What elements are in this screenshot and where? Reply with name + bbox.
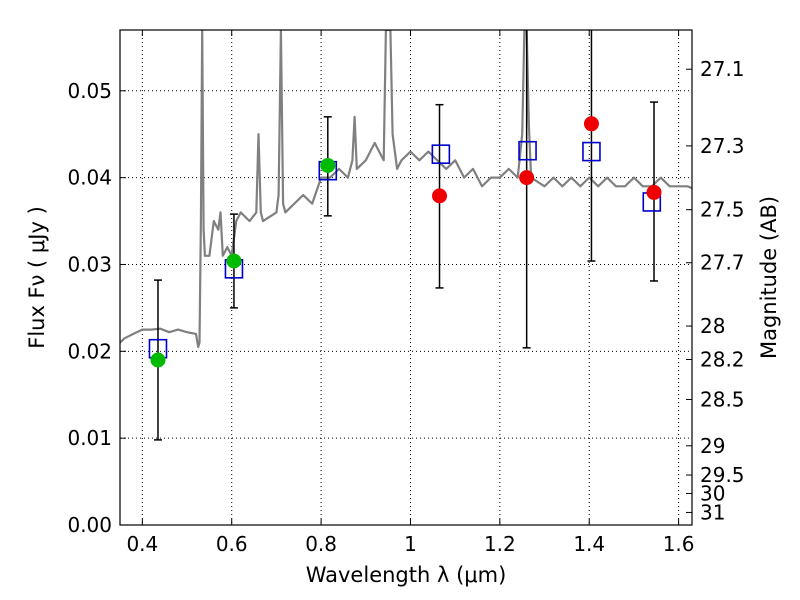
model-square-marker: [431, 144, 451, 164]
observed-circle-marker: [150, 352, 166, 368]
observed-circle-markers: [150, 116, 662, 368]
grid-lines: [120, 30, 692, 525]
x-tick-label: 1.6: [663, 532, 695, 556]
right-tick-label: 29.5: [700, 463, 745, 487]
model-square-marker: [518, 140, 537, 161]
observed-circle-marker: [226, 253, 242, 269]
y-tick-label: 0.01: [67, 426, 112, 450]
x-tick-label: 0.6: [216, 532, 248, 556]
right-axis-label: Magnitude (AB): [757, 196, 781, 359]
right-tick-label: 27.7: [700, 251, 745, 275]
right-tick-label: 31: [700, 500, 725, 524]
observed-circle-marker: [519, 170, 535, 186]
observed-circle-marker: [583, 116, 599, 132]
observed-circle-marker: [320, 157, 336, 173]
right-tick-label: 28: [700, 314, 725, 338]
right-tick-label: 29: [700, 434, 725, 458]
right-tick-label: 28.2: [700, 348, 745, 372]
plot-frame: [119, 29, 693, 526]
x-tick-label: 1.2: [484, 532, 516, 556]
right-tick-label: 27.1: [700, 57, 745, 81]
right-tick-label: 28.5: [700, 387, 745, 411]
observed-circle-marker: [646, 184, 662, 200]
x-tick-label: 0.8: [305, 532, 337, 556]
y-tick-label: 0.03: [67, 252, 112, 276]
right-tick-label: 30: [700, 481, 725, 505]
y-axis-label: Flux Fν ( μJy ): [25, 206, 49, 349]
model-square-marker: [582, 141, 601, 162]
y-tick-label: 0.02: [67, 339, 112, 363]
right-tick-label: 27.3: [700, 134, 745, 158]
x-tick-label: 1: [404, 532, 417, 556]
spectrum-line-group: [120, 30, 692, 349]
axis-ticks: 0.4 0.6 0.8 1 1.2 1.4 1.6 0.00 0.01 0.02 0.03 0.04 0…: [67, 30, 745, 556]
spectrum-line: [120, 30, 692, 349]
errorbar-group: [153, 30, 659, 441]
y-tick-label: 0.05: [67, 79, 112, 103]
y-tick-label: 0.00: [67, 513, 112, 537]
right-tick-label: 27.5: [700, 198, 745, 222]
x-tick-label: 0.4: [126, 532, 158, 556]
x-tick-label: 1.4: [573, 532, 605, 556]
observed-circle-marker: [432, 188, 448, 204]
y-tick-label: 0.04: [67, 166, 112, 190]
x-axis-label: Wavelength λ (μm): [306, 563, 507, 587]
